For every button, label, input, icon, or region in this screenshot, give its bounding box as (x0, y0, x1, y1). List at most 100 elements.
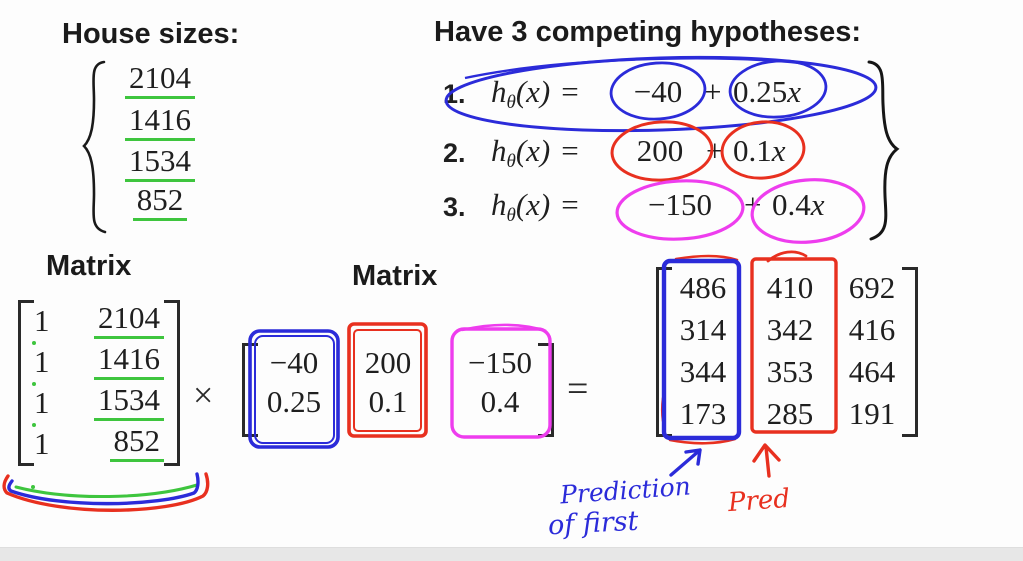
slope-value: 0.25 (733, 74, 788, 109)
plus-sign: + (744, 187, 762, 222)
bias-cell: 1 (34, 425, 50, 461)
blue-swoosh (7, 472, 200, 506)
house-size-value: 1534 (118, 145, 202, 182)
param-matrix-label: Matrix (352, 260, 438, 292)
result-cell: 314 (679, 312, 727, 347)
design-matrix: 1 2104 1 1416 1 1534 1 852 (12, 298, 186, 468)
param-column-3: −150 0.4 (450, 343, 550, 421)
house-size-3: 852 (132, 184, 188, 221)
house-size-2: 1534 (125, 145, 195, 182)
bias-cell: 1 (34, 384, 50, 420)
house-size-0: 2104 (125, 62, 195, 99)
hypothesis-3-slope: 0.4x (772, 187, 825, 223)
param-cell: 0.4 (480, 384, 520, 419)
hypothesis-1-lhs: hθ(x) = (491, 74, 579, 114)
pred-annotation: Pred (727, 483, 791, 519)
bias-cell: 1 (34, 343, 50, 379)
size-cell: 1534 (94, 384, 164, 421)
hypothesis-2-index: 2. (443, 138, 466, 168)
param-cell: 0.25 (266, 384, 322, 419)
times-operator: × (193, 375, 214, 415)
house-sizes-title: House sizes: (62, 18, 240, 50)
result-cell: 342 (766, 312, 814, 347)
result-cell: 285 (766, 396, 814, 431)
hypotheses-title: Have 3 competing hypotheses: (434, 16, 862, 48)
x-variable: x (771, 133, 786, 168)
left-bracket (18, 300, 34, 466)
equals-sign: = (561, 187, 579, 222)
x-variable: x (787, 74, 802, 109)
matrix-row: 1 1534 (12, 382, 186, 423)
design-matrix-label: Matrix (46, 250, 132, 282)
x-argument: (x) (515, 74, 551, 109)
size-cell: 1416 (94, 343, 164, 380)
right-curly-brace (867, 60, 900, 241)
h-symbol: h (491, 74, 507, 109)
x-argument: (x) (515, 187, 551, 222)
house-size-value: 852 (118, 184, 202, 221)
hypothesis-2-slope: 0.1x (733, 133, 786, 169)
result-cell: 486 (679, 270, 727, 305)
equals-operator: = (567, 368, 589, 410)
matrix-row: 1 852 (12, 423, 186, 464)
magenta-box-restroke (461, 323, 547, 333)
red-swoosh (2, 472, 210, 512)
hypothesis-1-index: 1. (443, 79, 466, 109)
plus-sign: + (704, 74, 722, 109)
param-column-2: 200 0.1 (350, 343, 426, 421)
param-cell: 0.1 (368, 384, 408, 419)
slope-value: 0.1 (733, 133, 772, 168)
theta-subscript: θ (506, 205, 516, 226)
size-cell: 852 (109, 425, 164, 462)
theta-subscript: θ (506, 151, 516, 172)
hypothesis-3-intercept: −150 (648, 187, 712, 222)
hypothesis-3-lhs: hθ(x) = (491, 187, 579, 227)
result-cell: 173 (679, 396, 727, 431)
matrix-row: 1 1416 (12, 341, 186, 382)
red-arrow-icon (752, 443, 781, 478)
result-column-1: 486 314 344 173 (668, 267, 738, 435)
hypothesis-1-slope: 0.25x (733, 74, 801, 110)
red-box-top-tail (766, 250, 808, 263)
bias-cell: 1 (34, 302, 50, 338)
parameter-matrix: −40 0.25 200 0.1 −150 0.4 (240, 336, 556, 440)
result-column-3: 692 416 464 191 (840, 267, 904, 435)
right-bracket (902, 267, 918, 437)
result-cell: 416 (848, 312, 896, 347)
equals-sign: = (561, 74, 579, 109)
equals-sign: = (561, 133, 579, 168)
hypothesis-2-lhs: hθ(x) = (491, 133, 579, 173)
result-column-2: 410 342 353 285 (752, 267, 828, 435)
size-cell: 2104 (94, 302, 164, 339)
x-argument: (x) (515, 133, 551, 168)
hypothesis-2-intercept: 200 (636, 133, 684, 168)
h-symbol: h (491, 133, 507, 168)
x-variable: x (810, 187, 825, 222)
result-cell: 692 (848, 270, 896, 305)
house-size-value: 2104 (118, 62, 202, 99)
param-cell: −40 (269, 345, 319, 380)
result-cell: 353 (766, 354, 814, 389)
h-symbol: h (491, 187, 507, 222)
left-curly-brace (82, 60, 107, 234)
plus-sign: + (706, 133, 724, 168)
result-cell: 344 (679, 354, 727, 389)
prediction-annotation-line1: Prediction (559, 471, 692, 510)
slope-value: 0.4 (772, 187, 811, 222)
param-cell: −150 (468, 345, 532, 380)
right-bracket (164, 300, 180, 466)
param-column-1: −40 0.25 (252, 343, 336, 421)
hypothesis-3-index: 3. (443, 192, 466, 222)
house-size-1: 1416 (125, 104, 195, 141)
param-cell: 200 (364, 345, 412, 380)
result-cell: 410 (766, 270, 814, 305)
video-bottom-strip (0, 547, 1023, 561)
result-cell: 191 (848, 396, 896, 431)
green-speck (31, 485, 35, 489)
result-matrix: 486 314 344 173 410 342 353 285 692 416 … (656, 264, 918, 440)
matrix-row: 1 2104 (12, 300, 186, 341)
theta-subscript: θ (506, 92, 516, 113)
prediction-annotation-line2: of first (547, 505, 640, 542)
hypothesis-1-intercept: −40 (633, 74, 683, 109)
